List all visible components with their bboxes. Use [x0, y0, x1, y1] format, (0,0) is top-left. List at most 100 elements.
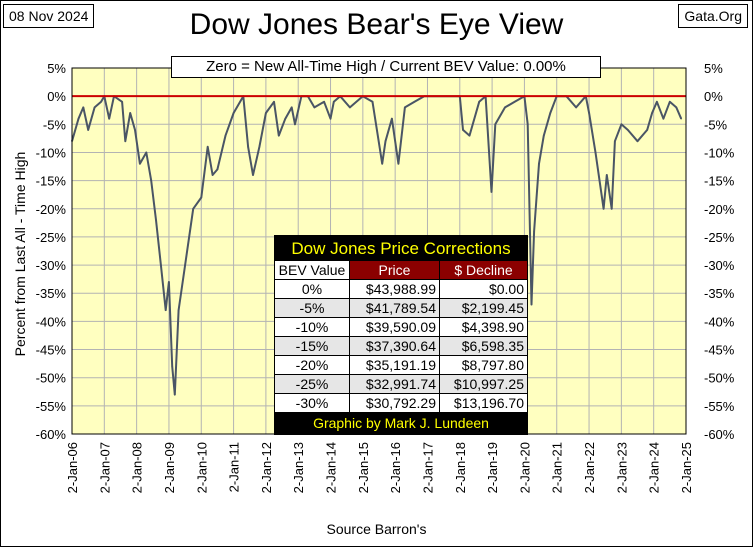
data-point	[108, 117, 110, 120]
table-row: -10% $39,590.09 $4,398.90	[275, 318, 527, 337]
chart-title: Dow Jones Bear's Eye View	[189, 8, 564, 41]
data-point	[134, 129, 136, 131]
data-point	[680, 117, 682, 120]
data-point	[610, 207, 613, 210]
data-point	[206, 146, 209, 148]
data-point	[184, 264, 186, 266]
data-point	[478, 100, 480, 103]
data-point	[594, 151, 597, 154]
data-point	[656, 100, 658, 103]
x-tick-label: 2-Jan-18	[453, 442, 468, 493]
data-point	[290, 106, 293, 109]
source-site-label: Gata.Org	[678, 4, 748, 28]
data-point	[252, 174, 254, 176]
data-point	[200, 196, 203, 199]
table-row: -5% $41,789.54 $2,199.45	[275, 299, 527, 318]
decline-cell: $8,797.80	[440, 356, 527, 375]
decline-cell: $10,997.25	[440, 375, 527, 394]
decline-cell: $6,598.35	[440, 337, 527, 356]
x-tick-label: 2-Jan-19	[485, 442, 500, 493]
data-point	[636, 140, 639, 142]
bev-value-cell: -30%	[275, 394, 350, 413]
y-tick-label-left: -60%	[36, 427, 67, 442]
x-tick-label: 2-Jan-07	[97, 442, 112, 493]
data-point	[177, 309, 180, 311]
data-point	[462, 129, 464, 131]
data-point	[513, 100, 516, 103]
data-point	[602, 207, 605, 210]
data-point	[543, 134, 545, 137]
data-point	[384, 140, 387, 142]
y-tick-label-left: -45%	[36, 343, 67, 358]
data-point	[121, 100, 123, 103]
data-point	[164, 309, 167, 311]
price-cell: $32,991.74	[350, 375, 440, 394]
data-point	[490, 191, 493, 193]
data-point	[294, 123, 296, 126]
y-tick-label-right: -55%	[704, 399, 735, 414]
data-point	[549, 112, 552, 114]
y-tick-label-right: -20%	[704, 202, 735, 217]
corrections-table-header: BEV Value Price $ Decline	[275, 261, 527, 280]
y-tick-label-left: 0%	[47, 89, 66, 104]
y-tick-label-left: -15%	[36, 174, 67, 189]
data-point	[168, 281, 170, 283]
y-tick-label-left: -50%	[36, 371, 67, 386]
data-point	[575, 106, 577, 109]
data-point	[355, 100, 358, 103]
bev-value-cell: 0%	[275, 280, 350, 299]
data-point	[646, 129, 649, 131]
data-point	[171, 365, 173, 368]
header-decline: $ Decline	[440, 261, 527, 280]
x-tick-label: 2-Jan-17	[420, 442, 435, 493]
data-point	[494, 123, 497, 126]
data-point	[404, 106, 406, 109]
data-point	[329, 117, 332, 120]
data-point	[155, 219, 157, 221]
data-point	[192, 207, 194, 210]
x-tick-label: 2-Jan-24	[647, 442, 662, 493]
data-point	[530, 303, 533, 306]
decline-cell: $0.00	[440, 280, 527, 299]
data-point	[211, 174, 214, 176]
bev-value-cell: -5%	[275, 299, 350, 318]
y-tick-label-right: -35%	[704, 286, 735, 301]
table-row: -15% $37,390.64 $6,598.35	[275, 337, 527, 356]
data-point	[93, 106, 96, 109]
data-point	[323, 100, 325, 103]
y-tick-label-right: -15%	[704, 174, 735, 189]
data-point	[87, 129, 89, 131]
data-point	[526, 123, 529, 126]
data-point	[173, 393, 176, 396]
y-tick-label-left: -30%	[36, 258, 67, 273]
data-point	[504, 106, 506, 109]
x-tick-label: 2-Jan-10	[194, 442, 209, 493]
bev-value-cell: -10%	[275, 318, 350, 337]
y-tick-label-right: 0%	[704, 89, 723, 104]
data-point	[216, 168, 219, 171]
data-point	[313, 106, 316, 109]
decline-cell: $2,199.45	[440, 299, 527, 318]
data-point	[82, 106, 85, 109]
y-tick-label-left: -55%	[36, 399, 67, 414]
y-tick-label-left: -40%	[36, 314, 67, 329]
data-point	[651, 112, 653, 114]
corrections-table-footer: Graphic by Mark J. Lundeen	[275, 413, 527, 434]
header-bev-value: BEV Value	[275, 261, 350, 280]
bev-value-cell: -15%	[275, 337, 350, 356]
data-point	[332, 100, 335, 103]
data-point	[397, 162, 400, 165]
x-tick-label: 2-Jan-11	[227, 442, 242, 492]
y-tick-label-left: -35%	[36, 286, 67, 301]
decline-cell: $13,196.70	[440, 394, 527, 413]
bev-value-cell: -25%	[275, 375, 350, 394]
x-tick-label: 2-Jan-06	[65, 442, 80, 493]
header-price: Price	[350, 261, 440, 280]
data-point	[614, 140, 616, 142]
date-label: 08 Nov 2024	[3, 4, 95, 28]
data-point	[265, 112, 267, 114]
table-row: -30% $30,792.29 $13,196.70	[275, 394, 527, 413]
y-tick-label-right: 5%	[704, 61, 723, 76]
x-tick-label: 2-Jan-16	[388, 442, 403, 493]
table-row: -20% $35,191.19 $8,797.80	[275, 356, 527, 375]
